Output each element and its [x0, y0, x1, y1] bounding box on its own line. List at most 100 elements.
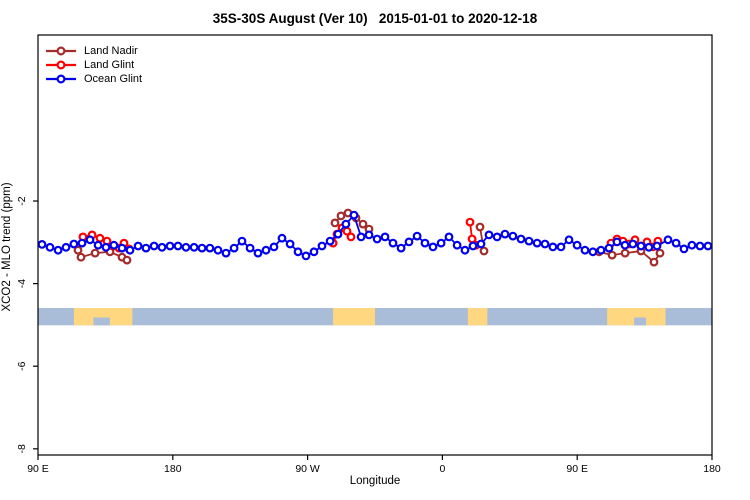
data-point-marker — [90, 248, 100, 258]
x-tick-label: 180 — [703, 463, 721, 475]
map-strip-bay-notch — [93, 317, 110, 326]
data-point-marker — [269, 242, 279, 252]
plot-border — [37, 34, 713, 456]
data-point-marker — [157, 242, 167, 252]
legend-marker-land-nadir-icon — [46, 46, 76, 56]
data-point-marker — [73, 245, 83, 255]
data-point-marker — [364, 230, 374, 240]
data-point-marker — [475, 222, 485, 232]
data-point-marker — [612, 237, 622, 247]
data-point-marker — [532, 238, 542, 248]
data-point-marker — [436, 238, 446, 248]
data-point-marker — [309, 247, 319, 257]
x-axis-title: Longitude — [349, 475, 401, 487]
data-point-marker — [261, 245, 271, 255]
data-point-marker — [53, 245, 63, 255]
data-point-marker — [325, 236, 335, 246]
data-point-marker — [69, 239, 79, 249]
legend-label-ocean-glint: Ocean Glint — [84, 73, 143, 85]
legend-item-land-nadir: Land Nadir — [44, 44, 142, 58]
data-point-marker — [620, 240, 630, 250]
legend-label-land-nadir: Land Nadir — [84, 45, 138, 57]
data-point-marker — [341, 219, 351, 229]
data-point-marker — [301, 251, 311, 261]
data-point-marker — [133, 241, 143, 251]
data-point-marker — [101, 242, 111, 252]
legend-item-land-glint: Land Glint — [44, 58, 142, 72]
data-point-marker — [644, 242, 654, 252]
data-point-marker — [213, 245, 223, 255]
data-point-marker — [468, 241, 478, 251]
data-point-marker — [336, 211, 346, 221]
data-point-marker — [333, 229, 343, 239]
data-point-marker — [277, 233, 287, 243]
x-tick-label: 180 — [164, 463, 182, 475]
chart-title: 35S-30S August (Ver 10) 2015-01-01 to 20… — [212, 11, 538, 26]
x-tick-label: 90 E — [566, 463, 588, 475]
data-point-marker — [189, 242, 199, 252]
data-point-marker — [221, 248, 231, 258]
data-point-marker — [85, 235, 95, 245]
data-point-marker — [655, 248, 665, 258]
legend: Land Nadir Land Glint Ocean Glint — [44, 44, 142, 86]
data-point-marker — [500, 229, 510, 239]
map-strip-bay-notch — [634, 317, 647, 326]
y-axis-title: XCO2 - MLO trend (ppm) — [1, 182, 13, 312]
data-point-marker — [572, 240, 582, 250]
data-point-marker — [229, 243, 239, 253]
data-point-marker — [181, 242, 191, 252]
legend-marker-ocean-glint-icon — [46, 74, 76, 84]
data-point-marker — [465, 217, 475, 227]
map-strip-land-patch — [607, 307, 666, 326]
data-point-marker — [444, 232, 454, 242]
data-point-marker — [358, 219, 368, 229]
data-point-marker — [479, 246, 489, 256]
data-point-marker — [588, 247, 598, 257]
data-point-marker — [117, 243, 127, 253]
data-point-marker — [428, 242, 438, 252]
data-point-marker — [695, 241, 705, 251]
x-tick-label: 0 — [439, 463, 445, 475]
map-strip-land-patch — [73, 307, 133, 326]
data-point-marker — [508, 231, 518, 241]
data-point-marker — [484, 230, 494, 240]
data-point-marker — [245, 243, 255, 253]
data-point-marker — [125, 245, 135, 255]
data-point-marker — [452, 240, 462, 250]
data-point-marker — [37, 239, 47, 249]
data-point-marker — [564, 235, 574, 245]
data-point-marker — [141, 243, 151, 253]
data-point-marker — [604, 243, 614, 253]
x-tick-label: 90 E — [27, 463, 49, 475]
data-point-marker — [173, 241, 183, 251]
legend-marker-land-glint-icon — [46, 60, 76, 70]
x-tick-label: 90 W — [295, 463, 320, 475]
data-point-marker — [349, 210, 359, 220]
data-point-marker — [330, 218, 340, 228]
data-point-marker — [687, 240, 697, 250]
data-point-marker — [237, 236, 247, 246]
data-point-marker — [607, 250, 617, 260]
data-point-marker — [620, 248, 630, 258]
y-tick-label: -6 — [16, 361, 28, 370]
data-point-marker — [76, 252, 86, 262]
y-tick-label: -4 — [16, 279, 28, 288]
data-point-marker — [524, 236, 534, 246]
data-point-marker — [61, 242, 71, 252]
data-point-marker — [109, 240, 119, 250]
data-point-marker — [93, 240, 103, 250]
data-point-marker — [253, 248, 263, 258]
data-point-marker — [77, 238, 87, 248]
data-point-marker — [476, 239, 486, 249]
data-point-marker — [293, 247, 303, 257]
y-tick-label: -2 — [16, 196, 28, 205]
legend-item-ocean-glint: Ocean Glint — [44, 72, 142, 86]
data-point-marker — [412, 231, 422, 241]
data-point-marker — [95, 233, 105, 243]
data-point-marker — [122, 255, 132, 265]
data-point-marker — [663, 235, 673, 245]
data-point-marker — [396, 243, 406, 253]
data-point-marker — [149, 241, 159, 251]
data-point-marker — [165, 241, 175, 251]
data-point-marker — [628, 239, 638, 249]
